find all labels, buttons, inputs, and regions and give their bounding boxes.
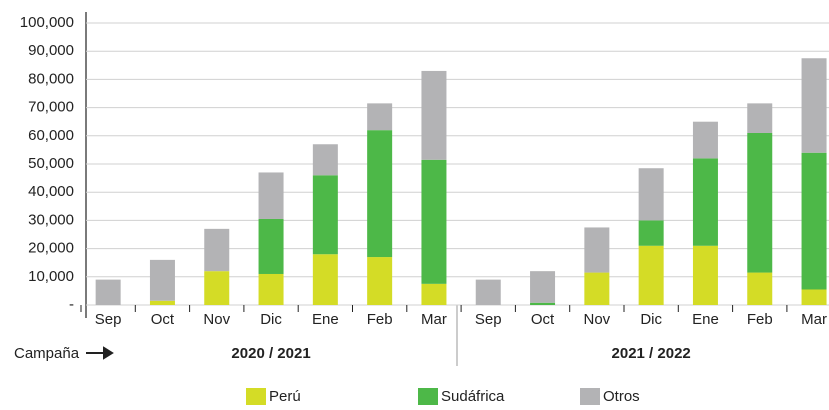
bar-segment bbox=[312, 254, 338, 305]
bar-segment bbox=[475, 279, 501, 305]
legend-label: Otros bbox=[603, 388, 640, 405]
bar-segment bbox=[95, 279, 121, 305]
bar-segment bbox=[367, 130, 393, 258]
bar-segment bbox=[801, 289, 827, 305]
group-label: 2020 / 2021 bbox=[231, 345, 310, 362]
bar-segment bbox=[258, 172, 284, 219]
bar-segment bbox=[367, 257, 393, 305]
y-tick-label: 70,000 bbox=[28, 99, 74, 116]
x-tick-label: Feb bbox=[747, 311, 773, 328]
bar-segment bbox=[692, 158, 718, 246]
x-tick-label: Dic bbox=[640, 311, 662, 328]
bar-segment bbox=[149, 300, 175, 305]
bar-segment bbox=[584, 227, 610, 273]
legend-swatch bbox=[246, 388, 266, 405]
bar-segment bbox=[421, 70, 447, 160]
legend-swatch bbox=[418, 388, 438, 405]
x-tick-label: Sep bbox=[475, 311, 502, 328]
bar-segment bbox=[692, 245, 718, 305]
y-tick-label: 80,000 bbox=[28, 70, 74, 87]
y-tick-label: 10,000 bbox=[28, 268, 74, 285]
bar-segment bbox=[801, 152, 827, 290]
bar-segment bbox=[312, 144, 338, 176]
bar-segment bbox=[747, 103, 773, 133]
x-tick-label: Nov bbox=[203, 311, 230, 328]
bar-segment bbox=[149, 259, 175, 301]
bar-segment bbox=[638, 245, 664, 305]
x-tick-label: Mar bbox=[421, 311, 447, 328]
bar-segment bbox=[584, 272, 610, 305]
y-tick-label: 40,000 bbox=[28, 183, 74, 200]
x-tick-label: Nov bbox=[584, 311, 611, 328]
bar-segment bbox=[421, 159, 447, 284]
y-tick-label: - bbox=[69, 296, 74, 313]
bar-segment bbox=[421, 283, 447, 305]
x-tick-label: Dic bbox=[260, 311, 282, 328]
bar-segment bbox=[530, 302, 556, 305]
x-tick-label: Ene bbox=[692, 311, 719, 328]
bar-segment bbox=[204, 228, 230, 272]
x-tick-label: Sep bbox=[95, 311, 122, 328]
legend-label: Perú bbox=[269, 388, 301, 405]
bar-segment bbox=[367, 103, 393, 131]
bar-segment bbox=[638, 168, 664, 221]
bar-segment bbox=[638, 220, 664, 246]
bar-segment bbox=[530, 271, 556, 303]
bar-segment bbox=[801, 58, 827, 153]
bar-segment bbox=[747, 272, 773, 305]
bar-segment bbox=[692, 121, 718, 159]
y-tick-label: 90,000 bbox=[28, 42, 74, 59]
x-tick-label: Mar bbox=[801, 311, 827, 328]
y-tick-label: 30,000 bbox=[28, 211, 74, 228]
x-tick-label: Ene bbox=[312, 311, 339, 328]
group-label: 2021 / 2022 bbox=[612, 345, 691, 362]
x-tick-label: Oct bbox=[531, 311, 555, 328]
bar-segment bbox=[747, 132, 773, 273]
bar-segment bbox=[258, 273, 284, 305]
y-tick-label: 20,000 bbox=[28, 240, 74, 257]
x-axis-label: Campaña bbox=[14, 345, 80, 362]
legend-swatch bbox=[580, 388, 600, 405]
bar-segment bbox=[204, 271, 230, 305]
arrow bbox=[86, 346, 114, 360]
bar-segment bbox=[258, 218, 284, 274]
y-tick-label: 100,000 bbox=[20, 14, 74, 31]
x-tick-label: Feb bbox=[367, 311, 393, 328]
x-tick-label: Oct bbox=[151, 311, 175, 328]
y-tick-label: 60,000 bbox=[28, 127, 74, 144]
legend-label: Sudáfrica bbox=[441, 388, 505, 405]
bar-segment bbox=[312, 175, 338, 255]
y-tick-label: 50,000 bbox=[28, 155, 74, 172]
